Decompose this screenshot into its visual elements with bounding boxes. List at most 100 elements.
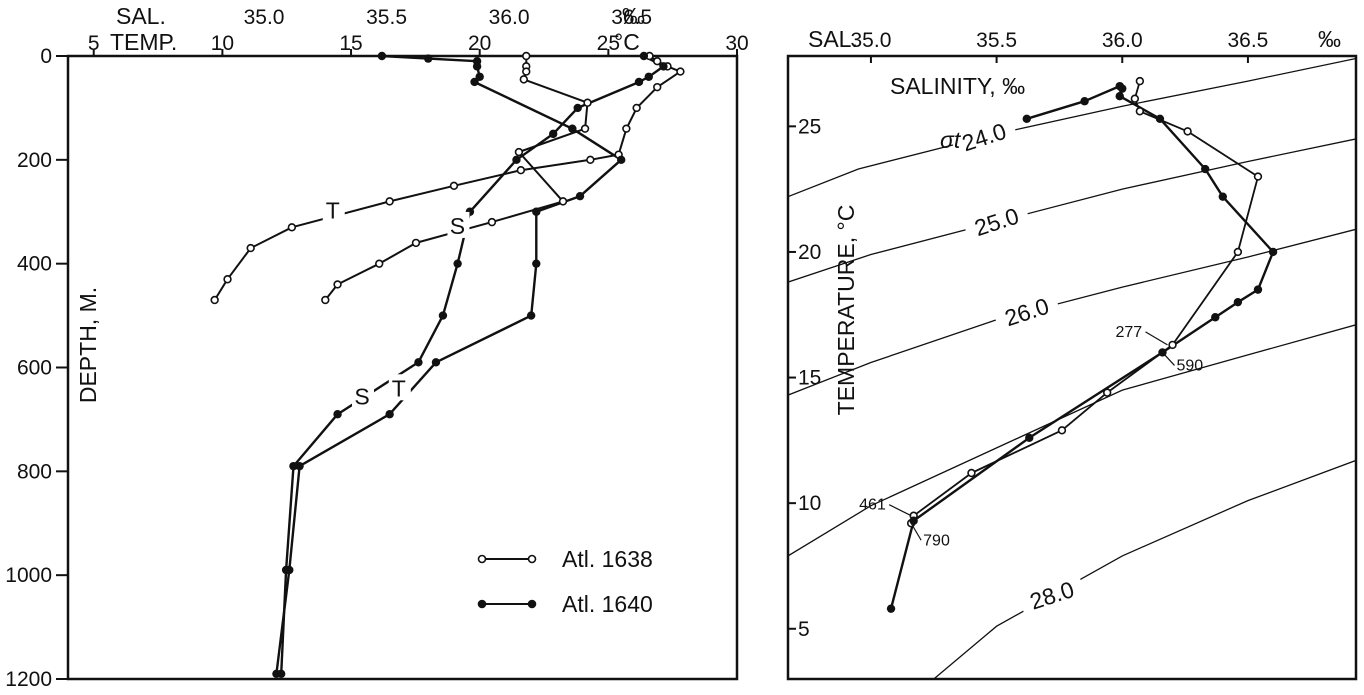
legend-marker-open bbox=[527, 554, 537, 564]
ts-point-filled bbox=[1080, 97, 1089, 106]
curve-label: T bbox=[392, 375, 406, 401]
ts-point-filled bbox=[1025, 433, 1034, 443]
curve-label: S bbox=[450, 213, 465, 239]
data-point-open bbox=[558, 197, 568, 206]
ts-point-filled bbox=[1233, 297, 1243, 307]
ts-point-open bbox=[1057, 426, 1067, 435]
ts-point-open bbox=[1135, 107, 1145, 116]
data-point-open bbox=[210, 295, 219, 305]
curve-label: T bbox=[326, 197, 340, 223]
depth-profile-markers bbox=[210, 51, 685, 679]
data-point-filled bbox=[438, 311, 448, 320]
data-point-open bbox=[516, 166, 526, 175]
data-point-open bbox=[580, 124, 590, 133]
sal-tick-label: 36.5 bbox=[611, 6, 652, 29]
temp-tick-label: 25 bbox=[597, 32, 620, 55]
sal-axis-title: SAL. bbox=[116, 3, 166, 29]
sal-tick-label: 35.5 bbox=[366, 6, 407, 29]
ts-point-filled bbox=[1253, 285, 1263, 294]
data-point-filled bbox=[617, 155, 626, 165]
ts-point-open bbox=[1130, 94, 1140, 103]
isopycnal-label: 24.0 bbox=[959, 118, 1010, 157]
legend: Atl. 1638 Atl. 1640 bbox=[477, 546, 653, 617]
ts-point-filled bbox=[1201, 164, 1210, 174]
depth-tick-label: 1000 bbox=[5, 564, 52, 587]
ts-point-filled bbox=[1022, 114, 1031, 124]
ts-series-line-filled bbox=[889, 84, 1275, 609]
depth-tick-label: 0 bbox=[40, 45, 52, 68]
data-point-filled bbox=[573, 103, 582, 113]
sal-tick-label: 36.0 bbox=[489, 6, 530, 29]
data-point-filled bbox=[639, 51, 649, 61]
data-point-filled bbox=[532, 207, 541, 216]
data-point-filled bbox=[424, 54, 433, 63]
temp-tick-label: 30 bbox=[725, 32, 748, 55]
isopycnal-line bbox=[933, 459, 1356, 679]
data-point-filled bbox=[289, 461, 298, 471]
data-point-filled bbox=[414, 358, 423, 367]
temperature-axis-title: TEMPERATURE, °C bbox=[833, 205, 859, 416]
data-point-filled bbox=[634, 77, 644, 87]
ts-sal-unit: ‰ bbox=[1318, 26, 1341, 52]
curve-label-bg bbox=[388, 374, 411, 401]
data-point-filled bbox=[512, 155, 521, 165]
data-point-open bbox=[519, 75, 529, 84]
depth-tick-label: 600 bbox=[17, 357, 52, 380]
depth-tick-label: 400 bbox=[17, 253, 52, 276]
salinity-tick-label: 35.5 bbox=[976, 29, 1017, 52]
ts-point-filled bbox=[1218, 192, 1227, 201]
temp-tick-label: 10 bbox=[211, 32, 234, 55]
data-point-filled bbox=[281, 565, 291, 575]
ts-point-open bbox=[1233, 247, 1243, 257]
depth-annotation: 461 bbox=[859, 497, 886, 514]
temp-tick-label: 20 bbox=[468, 32, 491, 55]
ts-point-filled bbox=[909, 516, 918, 525]
data-point-open bbox=[583, 98, 592, 107]
data-point-open bbox=[514, 147, 524, 157]
data-point-open bbox=[522, 51, 531, 61]
data-point-open bbox=[487, 217, 497, 227]
depth-profile-panel: 0 200 400 600 800 1000 1200 5 10 15 20 25 30 35.0 35.5… bbox=[5, 3, 748, 691]
isopycnal-line bbox=[788, 228, 1356, 396]
data-point-filled bbox=[472, 62, 482, 71]
annotation-leader bbox=[910, 522, 922, 541]
isopycnal-label-bg bbox=[948, 112, 1020, 162]
data-point-filled bbox=[532, 259, 541, 268]
ts-text: SAL. ‰ SALINITY, ‰ TEMPERATURE, °C σt bbox=[808, 26, 1341, 415]
data-point-filled bbox=[549, 129, 558, 139]
curve-label-bg bbox=[447, 211, 470, 238]
depth-tick-label: 800 bbox=[17, 460, 52, 483]
data-point-filled bbox=[575, 191, 585, 201]
data-point-open bbox=[223, 275, 232, 284]
depth-annotation: 277 bbox=[1116, 324, 1143, 341]
temperature-tick-label: 5 bbox=[798, 618, 810, 641]
data-point-open bbox=[246, 243, 255, 253]
legend-marker-open bbox=[477, 554, 487, 564]
series-line-filled-temperature bbox=[275, 54, 623, 674]
temp-tick-label: 5 bbox=[88, 32, 100, 55]
data-point-open bbox=[522, 67, 531, 76]
depth-axis-ticks: 0 200 400 600 800 1000 1200 5 10 15 20 25 30 35.0 35.5… bbox=[5, 6, 748, 691]
data-point-open bbox=[632, 103, 641, 113]
legend-label-1638: Atl. 1638 bbox=[562, 546, 653, 572]
annotation-leader bbox=[1145, 331, 1168, 346]
data-point-open bbox=[676, 67, 685, 76]
data-point-open bbox=[653, 82, 662, 92]
ts-sal-axis-title: SAL. bbox=[808, 26, 858, 52]
isopycnal-label-bg bbox=[961, 197, 1032, 246]
depth-annotation: 590 bbox=[1176, 357, 1203, 374]
sal-tick-label: 35.0 bbox=[244, 6, 285, 29]
ts-point-filled bbox=[1211, 313, 1220, 322]
data-point-filled bbox=[385, 410, 394, 419]
data-point-open bbox=[653, 56, 662, 66]
ts-point-filled bbox=[886, 604, 896, 613]
isopycnal-label: 25.0 bbox=[971, 203, 1022, 242]
temp-unit: °C bbox=[614, 29, 640, 55]
curve-label: S bbox=[354, 383, 369, 409]
ts-point-open bbox=[967, 468, 976, 478]
salinity-inner-label: SALINITY, ‰ bbox=[890, 73, 1025, 99]
ts-point-filled bbox=[1115, 91, 1124, 101]
data-point-filled bbox=[470, 77, 479, 87]
